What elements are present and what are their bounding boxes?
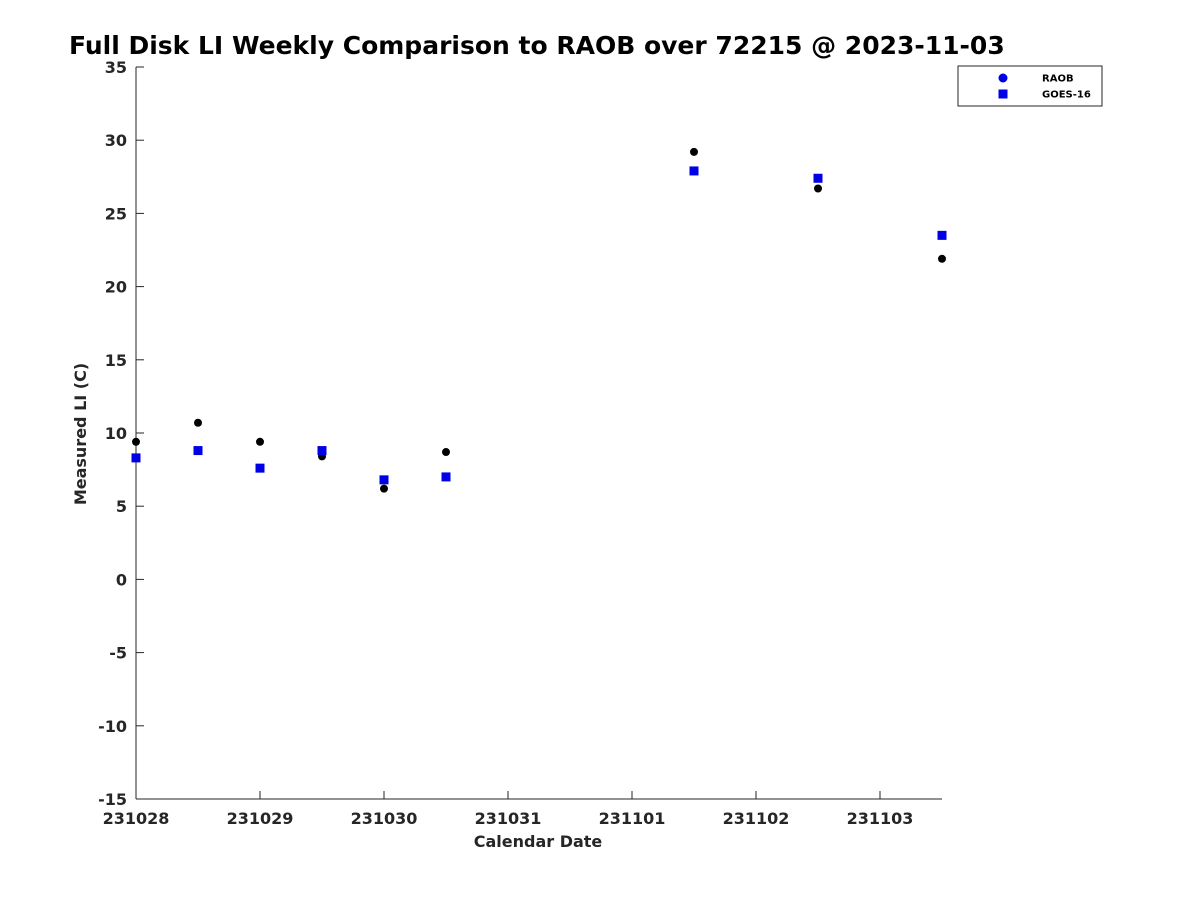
- raob-point: [132, 437, 140, 446]
- x-tick-label: 231029: [227, 809, 294, 828]
- goes-16-point: [813, 173, 823, 183]
- y-tick-label: -5: [109, 644, 127, 663]
- raob-point: [690, 147, 698, 156]
- legend: RAOB GOES-16: [957, 65, 1103, 107]
- legend-marker-raob: [998, 73, 1008, 83]
- y-tick-label: -10: [98, 717, 127, 736]
- y-tick-label: 10: [105, 424, 127, 443]
- raob-point: [380, 484, 388, 493]
- legend-label-goes-16: GOES-16: [1042, 90, 1091, 101]
- goes-16-point: [379, 475, 389, 485]
- x-axis: 231028 231029 231030 231031 231101 231102 2311…: [103, 791, 942, 828]
- x-tick-label: 231028: [103, 809, 170, 828]
- legend-marker-goes-16: [998, 89, 1008, 99]
- goes-16-point: [937, 230, 947, 240]
- raob-point: [194, 418, 202, 427]
- y-tick-label: 20: [105, 278, 127, 297]
- goes-16-point: [689, 166, 699, 176]
- y-tick-label: 30: [105, 131, 127, 150]
- x-axis-label: Calendar Date: [474, 832, 603, 851]
- x-tick-label: 231103: [847, 809, 914, 828]
- goes-16-point: [193, 446, 203, 456]
- goes-16-point: [317, 446, 327, 456]
- chart-title: Full Disk LI Weekly Comparison to RAOB o…: [69, 31, 1005, 60]
- goes-16-point: [131, 453, 141, 463]
- raob-point: [442, 448, 450, 457]
- legend-box: [957, 65, 1103, 107]
- legend-label-raob: RAOB: [1042, 74, 1074, 85]
- goes-16-point: [441, 472, 451, 482]
- y-tick-label: 15: [105, 351, 127, 370]
- y-tick-label: 5: [116, 497, 127, 516]
- x-tick-label: 231102: [723, 809, 790, 828]
- y-tick-label: 25: [105, 204, 127, 223]
- goes-16-point: [255, 463, 265, 473]
- data-points: [131, 147, 947, 493]
- raob-point: [256, 437, 264, 446]
- x-tick-label: 231031: [475, 809, 542, 828]
- raob-point: [814, 184, 822, 193]
- x-tick-label: 231101: [599, 809, 666, 828]
- y-tick-label: 0: [116, 570, 127, 589]
- x-tick-label: 231030: [351, 809, 418, 828]
- y-tick-label: -15: [98, 790, 127, 809]
- y-axis-label: Measured LI (C): [71, 363, 90, 505]
- y-tick-label: 35: [105, 58, 127, 77]
- y-axis: -15 -10 -5 0 5 10 15 20 25 30 35: [98, 58, 144, 809]
- raob-point: [938, 254, 946, 263]
